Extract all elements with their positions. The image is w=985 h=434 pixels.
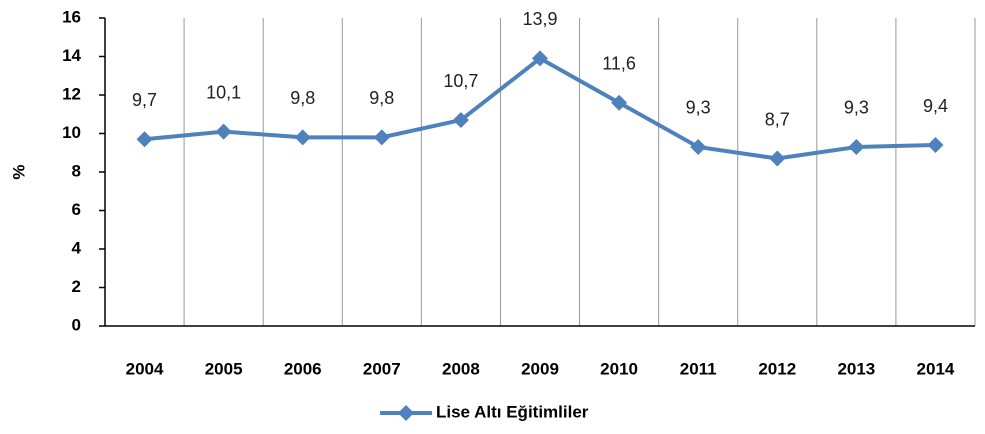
x-tick-label: 2006	[284, 359, 322, 378]
x-tick-label: 2012	[758, 359, 796, 378]
marker	[136, 131, 153, 148]
value-label: 9,3	[686, 98, 711, 118]
x-tick-label: 2005	[205, 359, 243, 378]
value-label: 9,7	[132, 90, 157, 110]
x-tick-label: 2010	[600, 359, 638, 378]
marker	[532, 50, 548, 67]
y-axis-label: %	[9, 164, 28, 179]
x-tick-label: 2008	[442, 359, 480, 378]
marker	[848, 138, 865, 155]
marker	[927, 137, 944, 154]
value-label: 9,8	[290, 88, 315, 108]
marker	[769, 150, 786, 167]
marker	[373, 129, 390, 146]
value-label: 9,8	[369, 88, 394, 108]
legend-label: Lise Altı Eğitimliler	[436, 402, 589, 421]
value-label: 10,7	[443, 71, 478, 91]
y-tick-label: 4	[72, 238, 82, 257]
value-label: 10,1	[206, 82, 241, 102]
y-tick-label: 8	[72, 161, 81, 180]
y-tick-label: 6	[72, 200, 81, 219]
y-tick-label: 16	[62, 7, 81, 26]
x-tick-label: 2011	[680, 359, 717, 378]
value-label: 11,6	[602, 53, 636, 73]
x-tick-label: 2009	[521, 359, 559, 378]
marker	[215, 123, 232, 140]
marker	[690, 138, 707, 155]
x-tick-label: 2004	[126, 359, 164, 378]
x-tick-label: 2013	[837, 359, 875, 378]
y-tick-label: 2	[72, 277, 81, 296]
y-tick-label: 14	[62, 46, 81, 65]
y-tick-label: 12	[62, 84, 81, 103]
marker	[452, 112, 469, 129]
y-tick-label: 0	[72, 315, 81, 334]
value-label: 9,3	[844, 98, 869, 118]
marker	[294, 129, 311, 146]
value-label: 13,9	[522, 9, 557, 29]
x-tick-label: 2014	[917, 359, 955, 378]
y-tick-label: 10	[62, 123, 81, 142]
value-label: 8,7	[765, 109, 790, 129]
marker	[611, 94, 628, 111]
legend-marker	[398, 405, 414, 421]
value-label: 9,4	[923, 96, 948, 116]
x-tick-label: 2007	[363, 359, 401, 378]
